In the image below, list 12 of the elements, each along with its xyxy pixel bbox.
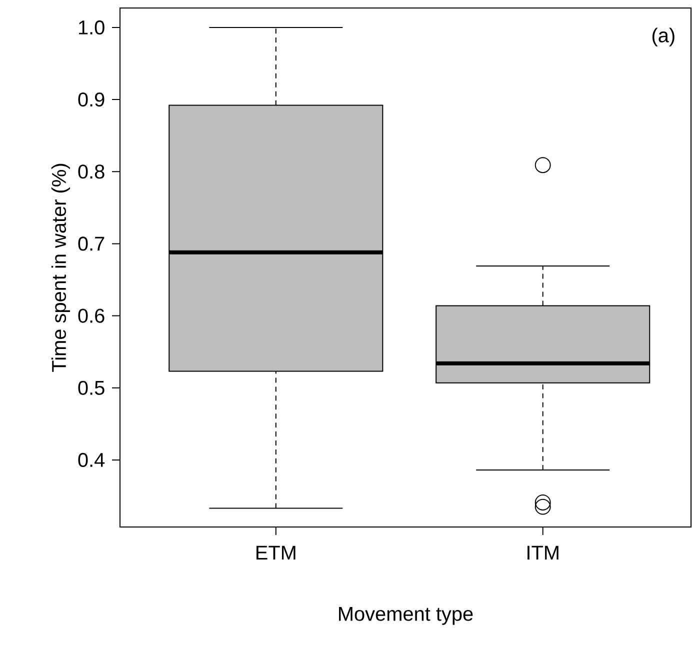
x-axis-title: Movement type	[339, 607, 473, 625]
y-axis-title: Time spent in water (%)	[51, 164, 70, 372]
y-tick-label: 0.7	[78, 236, 104, 251]
y-tick-label: 0.6	[78, 308, 104, 323]
x-tick-label: ETM	[256, 546, 296, 560]
y-tick-label: 0.5	[78, 380, 104, 395]
y-tick-label: 0.4	[78, 452, 105, 467]
annotation: (a)	[652, 28, 674, 46]
x-tick-label: ITM	[528, 546, 558, 560]
y-tick-label: 0.8	[78, 164, 104, 179]
y-tick-label: 1.0	[78, 20, 104, 34]
y-tick-label: 0.9	[78, 92, 104, 107]
